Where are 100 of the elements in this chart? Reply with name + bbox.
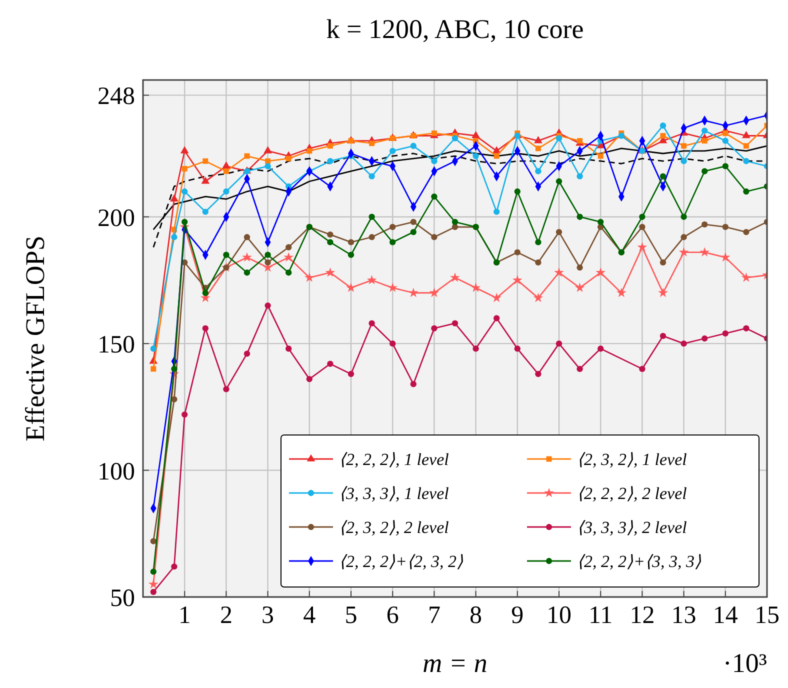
point (533, 292, 544, 302)
point (286, 244, 292, 250)
point (390, 239, 396, 246)
point (576, 173, 583, 180)
point (678, 247, 689, 257)
point (369, 140, 375, 146)
point (702, 221, 708, 228)
legend-label: ⟨2, 3, 2⟩, 2 level (339, 518, 450, 537)
point (598, 153, 604, 159)
point (494, 153, 500, 159)
x-tick-label: 14 (712, 602, 738, 629)
point (535, 259, 542, 266)
x-tick-label: 7 (428, 602, 440, 629)
point (348, 252, 354, 258)
y-tick-label: 200 (98, 204, 135, 232)
point (306, 148, 312, 154)
point (182, 411, 188, 418)
x-tick-label: 11 (588, 602, 613, 629)
point (556, 228, 562, 236)
point (743, 188, 750, 195)
point (576, 214, 583, 220)
point (472, 346, 479, 352)
x-tick-label: 15 (754, 602, 780, 629)
y-tick-label: 50 (110, 585, 135, 612)
point (390, 148, 396, 154)
point (366, 275, 377, 284)
point (431, 158, 438, 164)
chart-title: k = 1200, ABC, 10 core (326, 14, 584, 44)
point (171, 396, 178, 402)
point (470, 282, 481, 292)
point (722, 330, 728, 337)
point (514, 188, 520, 195)
point (390, 340, 396, 347)
y-tick-label: 100 (98, 458, 135, 486)
point (639, 366, 646, 372)
point (452, 320, 458, 326)
point (743, 228, 750, 236)
point (368, 214, 375, 220)
point (639, 214, 646, 220)
point (223, 386, 230, 392)
point (616, 288, 626, 298)
point (660, 133, 666, 138)
x-tick-label: 12 (630, 602, 655, 629)
point (264, 302, 271, 309)
point (150, 366, 156, 372)
point (244, 350, 250, 357)
point (264, 146, 272, 154)
legend-label: ⟨2, 2, 2⟩+⟨2, 3, 2⟩ (339, 552, 464, 571)
point (327, 360, 334, 367)
point (494, 315, 500, 322)
point (264, 163, 271, 170)
point (702, 168, 708, 174)
point (182, 166, 188, 172)
point (658, 288, 668, 298)
point (450, 272, 460, 282)
point (700, 247, 710, 257)
point (201, 176, 210, 184)
point (264, 252, 271, 258)
point (223, 168, 229, 174)
x-tick-label: 8 (470, 602, 482, 629)
point (390, 224, 396, 230)
x-tick-label: 2 (220, 602, 232, 629)
point (535, 370, 542, 378)
point (743, 325, 750, 332)
point (494, 208, 500, 215)
point (408, 288, 418, 298)
y-tick-label: 150 (98, 332, 135, 359)
point (202, 290, 208, 296)
point (722, 224, 728, 230)
point (598, 346, 604, 352)
x-axis-title: m = n (422, 648, 488, 678)
point (660, 332, 666, 340)
point (598, 218, 604, 226)
point (535, 146, 541, 152)
point (182, 218, 188, 226)
point (150, 568, 156, 575)
point (264, 259, 271, 266)
point (660, 259, 666, 266)
point (742, 130, 750, 138)
point (284, 252, 294, 262)
point (388, 282, 398, 292)
point (223, 252, 230, 258)
legend-label: ⟨2, 2, 2⟩, 1 level (339, 450, 450, 469)
point (534, 136, 542, 144)
point (150, 588, 156, 596)
point (410, 381, 416, 388)
point (410, 133, 416, 138)
point (242, 252, 252, 262)
point (702, 128, 708, 134)
point (722, 130, 728, 136)
point (180, 146, 189, 154)
point (472, 130, 480, 138)
point (556, 178, 562, 184)
y-tick-label: 248 (98, 83, 135, 110)
point (680, 158, 687, 164)
legend-label: ⟨3, 3, 3⟩, 2 level (577, 518, 688, 537)
point (222, 161, 230, 169)
point (720, 252, 730, 262)
point (244, 270, 250, 276)
x-tick-label: 1 (178, 602, 191, 629)
